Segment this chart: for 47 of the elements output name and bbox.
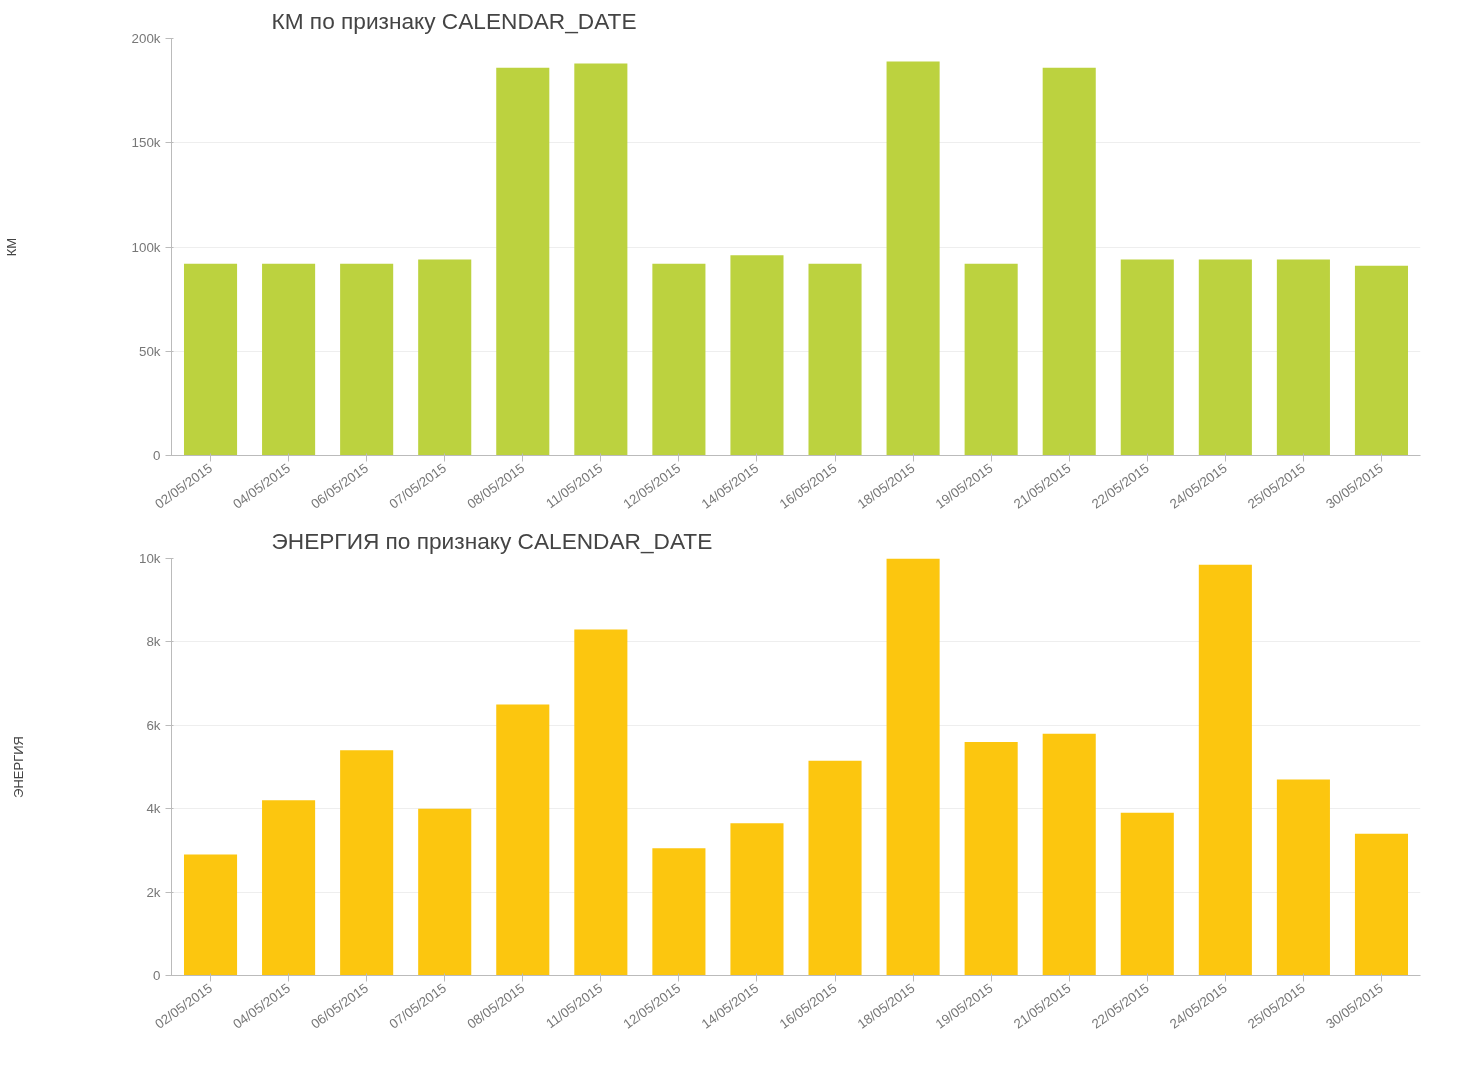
bar bbox=[183, 854, 238, 976]
y-tick-label: 200k bbox=[131, 31, 161, 46]
chart-title: КМ по признаку CALENDAR_DATE bbox=[271, 7, 637, 34]
bar bbox=[886, 61, 940, 456]
y-tick-label: 2k bbox=[146, 884, 161, 900]
bar bbox=[496, 67, 550, 456]
bar bbox=[1198, 259, 1252, 456]
bar bbox=[1354, 833, 1409, 976]
bar bbox=[652, 263, 706, 456]
y-tick-label: 0 bbox=[153, 968, 161, 983]
y-tick-label: 100k bbox=[131, 239, 161, 255]
y-axis-title: КМ bbox=[3, 237, 19, 257]
bar bbox=[730, 823, 784, 976]
bar bbox=[340, 750, 394, 976]
y-tick-label: 8k bbox=[146, 634, 161, 650]
y-tick-label: 10k bbox=[139, 551, 161, 566]
y-axis-title: ЭНЕРГИЯ bbox=[11, 736, 27, 798]
bar bbox=[964, 741, 1018, 976]
y-tick-label: 6k bbox=[146, 717, 161, 733]
bar bbox=[886, 558, 940, 976]
chart-title: ЭНЕРГИЯ по признаку CALENDAR_DATE bbox=[271, 527, 713, 554]
bar bbox=[964, 263, 1018, 456]
bar bbox=[1042, 733, 1096, 976]
bar bbox=[1198, 564, 1252, 976]
bar bbox=[418, 808, 472, 976]
bar bbox=[340, 263, 394, 456]
bar bbox=[808, 760, 862, 976]
bar bbox=[1120, 812, 1174, 976]
bar bbox=[574, 63, 628, 456]
bar bbox=[1276, 259, 1330, 456]
bar bbox=[262, 263, 316, 456]
bar bbox=[808, 263, 862, 456]
y-tick-label: 4k bbox=[146, 801, 161, 817]
bar bbox=[652, 848, 706, 976]
bar bbox=[574, 629, 628, 976]
bar bbox=[1042, 67, 1096, 456]
y-tick-label: 0 bbox=[153, 448, 161, 463]
y-tick-label: 150k bbox=[131, 135, 161, 151]
bar bbox=[496, 704, 550, 976]
y-tick-label: 50k bbox=[139, 343, 161, 359]
bar bbox=[1120, 259, 1174, 456]
bar bbox=[183, 263, 238, 456]
bar bbox=[1276, 779, 1330, 976]
bar bbox=[262, 800, 316, 976]
bar bbox=[730, 255, 784, 456]
bar bbox=[1354, 265, 1409, 456]
bar bbox=[418, 259, 472, 456]
